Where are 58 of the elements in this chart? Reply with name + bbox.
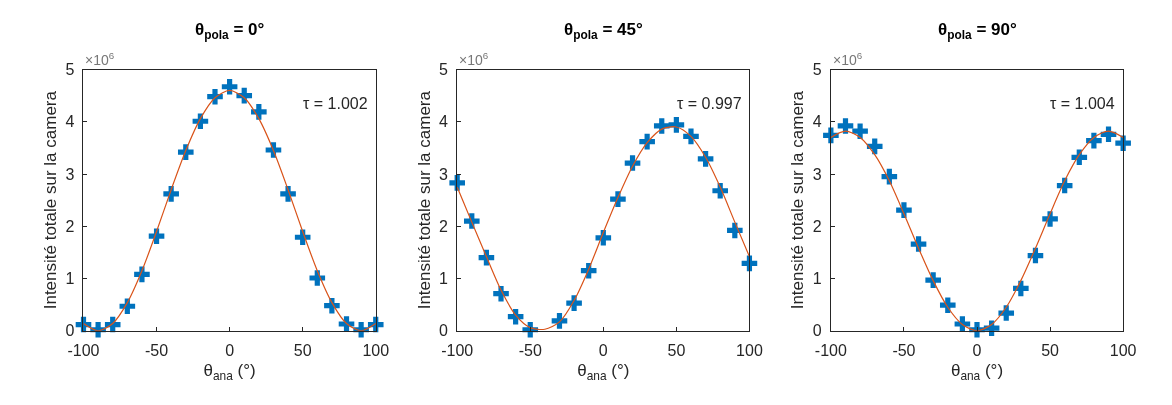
x-tick-label: -50 xyxy=(144,342,169,359)
chart-title: θ$_{pola}$ = 45° xyxy=(564,20,643,42)
y-axis-title: Intensité totale sur la camera xyxy=(40,90,60,310)
y-tick-label: 4 xyxy=(439,113,449,131)
point xyxy=(837,118,854,134)
point xyxy=(338,316,355,332)
point xyxy=(221,78,238,95)
annotation: τ = 1.002 xyxy=(303,95,368,112)
y-tick-label: 1 xyxy=(812,270,822,288)
text: ×10$^{6}$ xyxy=(459,50,489,68)
x-tick-label: -100 xyxy=(67,342,100,359)
x-tick-label: 100 xyxy=(736,342,763,359)
x-axis-title: θ$_{ana}$ (°) xyxy=(577,361,630,383)
y-tick-label: 2 xyxy=(812,217,822,235)
x-tick-label: 50 xyxy=(1041,342,1060,359)
y-tick-label: 0 xyxy=(439,322,449,340)
x-tick-label: 0 xyxy=(598,342,608,359)
y-tick-label: 1 xyxy=(439,270,449,288)
y-tick-label: 4 xyxy=(812,113,822,131)
x-tick-label: 0 xyxy=(972,342,982,359)
y-tick-label: 4 xyxy=(65,113,75,131)
y-tick-label: 0 xyxy=(812,322,822,340)
y-tick-label: 3 xyxy=(65,165,75,183)
x-tick-label: 100 xyxy=(362,342,390,359)
y-tick-label: 3 xyxy=(812,165,822,183)
x-axis-title: θ$_{ana}$ (°) xyxy=(203,361,256,383)
annotation: τ = 1.004 xyxy=(1050,95,1115,112)
point xyxy=(939,297,956,313)
y-tick-label: 2 xyxy=(65,217,75,235)
point xyxy=(852,123,868,139)
x-tick-label: 100 xyxy=(1109,342,1137,359)
y-tick-label: 5 xyxy=(812,61,822,79)
x-tick-label: 0 xyxy=(225,342,235,359)
chart-title: θ$_{pola}$ = 90° xyxy=(938,20,1017,42)
point xyxy=(493,285,509,302)
point xyxy=(954,316,971,332)
x-tick-label: -50 xyxy=(892,342,916,359)
x-tick-label: -100 xyxy=(441,342,474,359)
x-tick-label: -50 xyxy=(518,342,542,359)
chart-title: θ$_{pola}$ = 0° xyxy=(195,20,265,42)
x-tick-label: 50 xyxy=(667,342,686,359)
y-tick-label: 1 xyxy=(65,270,75,288)
text: ×10$^{6}$ xyxy=(85,50,115,68)
x-tick-label: 50 xyxy=(293,342,312,359)
y-tick-label: 3 xyxy=(439,165,449,183)
y-axis-title: Intensité totale sur la camera xyxy=(788,90,808,310)
y-tick-label: 5 xyxy=(65,61,75,79)
y-tick-label: 0 xyxy=(65,322,75,340)
text: ×10$^{6}$ xyxy=(833,50,863,68)
point xyxy=(449,175,465,191)
y-tick-label: 5 xyxy=(439,61,449,79)
point xyxy=(207,88,223,105)
point xyxy=(683,128,699,145)
annotation: τ = 0.997 xyxy=(677,95,742,112)
y-tick-label: 2 xyxy=(439,217,449,235)
y-axis-title: Intensité totale sur la camera xyxy=(414,90,434,310)
x-axis-title: θ$_{ana}$ (°) xyxy=(950,361,1004,383)
x-tick-label: -100 xyxy=(814,342,847,359)
